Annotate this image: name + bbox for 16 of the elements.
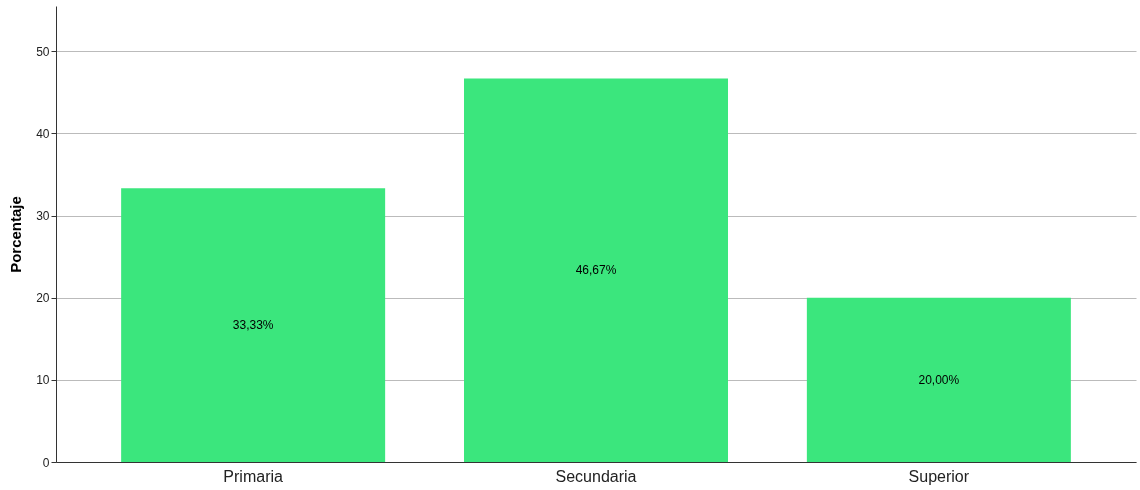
y-tick-label: 40 — [36, 126, 50, 141]
y-axis-title: Porcentaje — [7, 196, 25, 273]
data-label: 46,67% — [575, 263, 617, 278]
y-tick-label: 50 — [36, 44, 50, 59]
x-tick-label: Secundaria — [555, 467, 637, 485]
bar — [806, 297, 1071, 462]
y-tick-label: 10 — [36, 373, 50, 388]
data-label: 20,00% — [918, 372, 960, 387]
bar — [121, 188, 386, 462]
y-tick-label: 0 — [42, 455, 50, 470]
x-tick-label: Primaria — [223, 467, 284, 485]
x-tick-label: Superior — [908, 467, 970, 485]
y-tick-label: 30 — [36, 209, 50, 224]
bar — [464, 78, 728, 462]
y-tick-label: 20 — [36, 291, 50, 306]
data-label: 33,33% — [232, 318, 274, 333]
